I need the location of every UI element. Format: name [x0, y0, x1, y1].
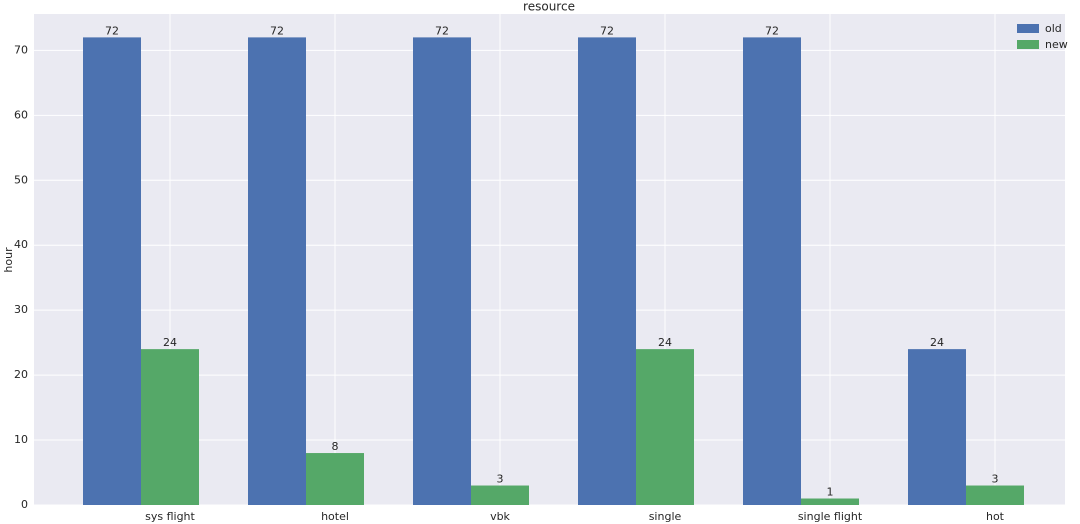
bar-value-label: 3	[497, 473, 504, 486]
bar	[306, 453, 364, 505]
y-tick-label: 70	[14, 43, 28, 56]
x-tick-label: single	[649, 510, 682, 523]
y-tick-label: 60	[14, 108, 28, 121]
bar-value-label: 72	[270, 24, 284, 37]
y-tick-label: 20	[14, 368, 28, 381]
x-tick-label: sys flight	[145, 510, 195, 523]
x-tick-label: hotel	[321, 510, 349, 523]
legend-label: new	[1045, 38, 1068, 51]
bar-value-label: 8	[332, 440, 339, 453]
bar	[908, 349, 966, 505]
bar-value-label: 3	[992, 473, 999, 486]
y-tick-label: 30	[14, 303, 28, 316]
y-tick-label: 0	[21, 498, 28, 511]
bar	[801, 498, 859, 505]
legend-swatch	[1017, 24, 1039, 33]
x-tick-label: vbk	[490, 510, 510, 523]
plot-area	[34, 14, 1065, 505]
x-tick-label: hot	[986, 510, 1005, 523]
y-axis-label: hour	[2, 247, 15, 273]
bar	[248, 37, 306, 505]
y-tick-label: 40	[14, 238, 28, 251]
bar	[966, 485, 1024, 505]
y-tick-label: 50	[14, 173, 28, 186]
bar-value-label: 72	[765, 24, 779, 37]
y-tick-label: 10	[14, 433, 28, 446]
bar	[83, 37, 141, 505]
bar	[471, 485, 529, 505]
bar	[413, 37, 471, 505]
bar	[636, 349, 694, 505]
bar-value-label: 24	[930, 336, 944, 349]
bar-value-label: 24	[658, 336, 672, 349]
bar-value-label: 72	[600, 24, 614, 37]
bar-value-label: 24	[163, 336, 177, 349]
chart-title: resource	[523, 0, 575, 14]
bar-value-label: 1	[827, 486, 834, 499]
bar	[743, 37, 801, 505]
bar	[141, 349, 199, 505]
legend-label: old	[1045, 22, 1062, 35]
legend-swatch	[1017, 40, 1039, 49]
bar	[578, 37, 636, 505]
bar-value-label: 72	[105, 24, 119, 37]
bar-value-label: 72	[435, 24, 449, 37]
x-tick-label: single flight	[798, 510, 863, 523]
